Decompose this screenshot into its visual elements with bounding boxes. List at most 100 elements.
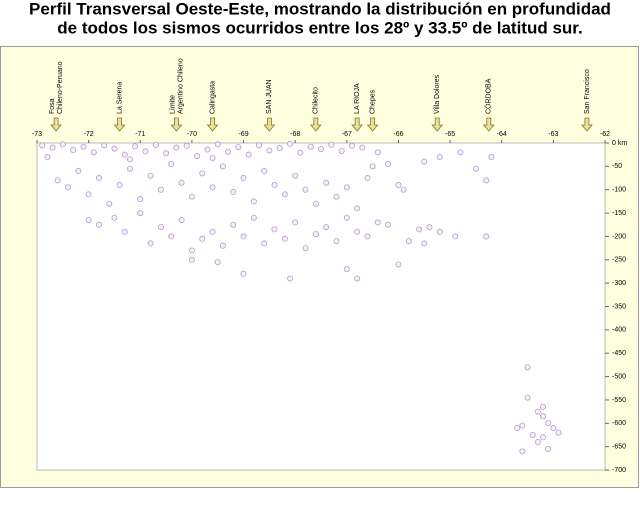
- y-tick-label: -400: [612, 327, 626, 334]
- quake-point: [121, 151, 128, 158]
- quake-point: [44, 154, 51, 161]
- quake-point: [85, 217, 92, 224]
- annotation-label: LA RIOJA: [354, 83, 361, 114]
- quake-point: [188, 247, 195, 254]
- annotation-label: CÓRDOBA: [484, 78, 493, 114]
- quake-point: [524, 364, 531, 371]
- quake-point: [271, 182, 278, 189]
- quake-point: [457, 149, 464, 156]
- annotation-arrow: [309, 117, 322, 132]
- quake-point: [488, 154, 495, 161]
- x-tick-label: -62: [600, 131, 610, 138]
- annotation-label: La Serena: [116, 82, 123, 114]
- quake-point: [178, 217, 185, 224]
- quake-point: [328, 141, 335, 148]
- quake-point: [204, 146, 211, 153]
- y-tick-label: -300: [612, 280, 626, 287]
- quake-point: [292, 172, 299, 179]
- quake-point: [555, 429, 562, 436]
- quake-point: [183, 142, 190, 149]
- quake-point: [333, 193, 340, 200]
- x-tick-label: -69: [238, 131, 248, 138]
- quake-point: [256, 142, 263, 149]
- quake-point: [126, 156, 133, 163]
- quake-point: [348, 142, 355, 149]
- quake-point: [540, 413, 547, 420]
- y-tick-label: 0 km: [612, 140, 627, 147]
- y-tick-label: -150: [612, 210, 626, 217]
- annotation-arrow: [351, 117, 363, 132]
- annotation-label: Chileno-Peruano: [57, 61, 64, 114]
- quake-point: [261, 240, 268, 247]
- quake-point: [64, 184, 71, 191]
- quake-point: [230, 221, 237, 228]
- quake-point: [369, 163, 376, 170]
- quake-point: [240, 270, 247, 277]
- quake-point: [209, 184, 216, 191]
- quake-point: [395, 182, 402, 189]
- y-tick-label: -500: [612, 373, 626, 380]
- y-tick-label: -200: [612, 233, 626, 240]
- quake-point: [147, 172, 154, 179]
- quake-point: [209, 154, 216, 161]
- quake-point: [287, 140, 294, 147]
- x-tick-label: -72: [84, 131, 94, 138]
- quake-point: [178, 179, 185, 186]
- quake-point: [421, 240, 428, 247]
- quake-point: [343, 214, 350, 221]
- quake-point: [214, 259, 221, 266]
- quake-point: [359, 144, 366, 151]
- quake-point: [121, 228, 128, 235]
- y-tick-label: -350: [612, 303, 626, 310]
- quake-point: [302, 245, 309, 252]
- annotation-arrow: [263, 117, 276, 132]
- x-tick-label: -64: [497, 131, 507, 138]
- quake-point: [534, 408, 541, 415]
- quake-point: [111, 214, 118, 221]
- quake-point: [297, 149, 304, 156]
- quake-point: [235, 144, 242, 151]
- annotation-arrow: [170, 117, 183, 132]
- quake-point: [317, 146, 324, 153]
- quake-point: [483, 233, 490, 240]
- annotation-label: SAN JUAN: [266, 79, 273, 114]
- annotation-label: Límite: [169, 95, 176, 114]
- quake-point: [90, 149, 97, 156]
- quake-point: [281, 191, 288, 198]
- quake-point: [199, 235, 206, 242]
- quake-point: [416, 226, 423, 233]
- quake-point: [95, 221, 102, 228]
- quake-point: [364, 175, 371, 182]
- annotation-label: Fosa: [49, 98, 56, 114]
- annotation-arrow: [431, 117, 444, 132]
- annotation-arrow: [366, 117, 379, 132]
- quake-point: [219, 242, 226, 249]
- quake-point: [147, 240, 154, 247]
- quake-point: [126, 165, 133, 172]
- y-tick-label: -100: [612, 187, 626, 194]
- x-tick-label: -70: [187, 131, 197, 138]
- quake-point: [214, 141, 221, 148]
- annotation-label: Chepes: [369, 89, 376, 114]
- quake-point: [400, 186, 407, 193]
- quake-point: [142, 148, 149, 155]
- quake-point: [529, 431, 536, 438]
- annotation-label: Chilecito: [313, 87, 320, 114]
- quake-point: [240, 233, 247, 240]
- x-tick-label: -67: [342, 131, 352, 138]
- quake-point: [426, 224, 433, 231]
- y-tick-label: -550: [612, 397, 626, 404]
- plot-area: [36, 142, 606, 471]
- quake-point: [199, 170, 206, 177]
- quake-point: [111, 145, 118, 152]
- quake-point: [421, 158, 428, 165]
- x-tick-label: -71: [135, 131, 145, 138]
- quake-point: [550, 424, 557, 431]
- quake-point: [354, 275, 361, 282]
- quake-point: [312, 231, 319, 238]
- quake-point: [225, 148, 232, 155]
- annotation-arrow: [50, 117, 62, 132]
- quake-point: [323, 224, 330, 231]
- quake-point: [266, 147, 273, 154]
